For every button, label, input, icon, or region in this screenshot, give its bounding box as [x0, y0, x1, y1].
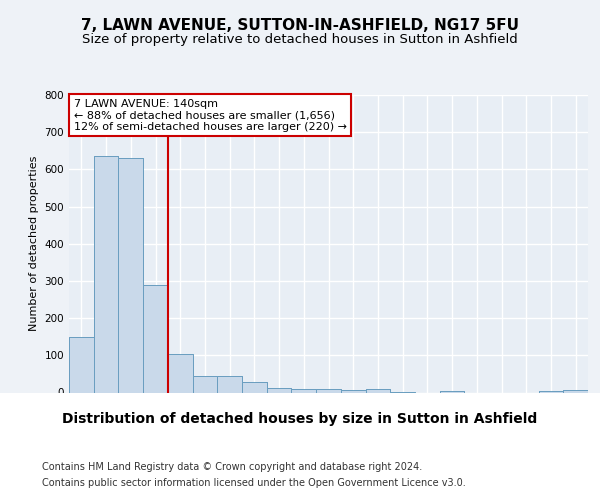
Bar — [94, 156, 118, 392]
Bar — [292, 389, 316, 392]
Text: Contains HM Land Registry data © Crown copyright and database right 2024.: Contains HM Land Registry data © Crown c… — [42, 462, 422, 472]
Text: 7 LAWN AVENUE: 140sqm
← 88% of detached houses are smaller (1,656)
12% of semi-d: 7 LAWN AVENUE: 140sqm ← 88% of detached … — [74, 98, 347, 132]
Bar — [365, 389, 390, 392]
Bar — [563, 390, 588, 392]
Bar — [118, 158, 143, 392]
Bar — [365, 389, 390, 392]
Bar — [242, 382, 267, 392]
Text: 7, LAWN AVENUE, SUTTON-IN-ASHFIELD, NG17 5FU: 7, LAWN AVENUE, SUTTON-IN-ASHFIELD, NG17… — [81, 18, 519, 32]
Bar — [193, 376, 217, 392]
Bar — [341, 390, 365, 392]
Bar — [267, 388, 292, 392]
Bar — [341, 390, 365, 392]
Bar — [563, 390, 588, 392]
Bar — [193, 376, 217, 392]
Bar — [143, 284, 168, 393]
Bar — [539, 390, 563, 392]
Y-axis label: Number of detached properties: Number of detached properties — [29, 156, 39, 332]
Text: Size of property relative to detached houses in Sutton in Ashfield: Size of property relative to detached ho… — [82, 32, 518, 46]
Bar — [168, 354, 193, 393]
Bar — [217, 376, 242, 392]
Bar — [94, 156, 118, 392]
Bar — [69, 336, 94, 392]
Bar — [539, 390, 563, 392]
Bar — [242, 382, 267, 392]
Bar — [440, 390, 464, 392]
Bar — [143, 284, 168, 393]
Bar — [69, 336, 94, 392]
Bar — [168, 354, 193, 393]
Bar — [267, 388, 292, 392]
Bar — [316, 389, 341, 392]
Bar — [217, 376, 242, 392]
Bar — [440, 390, 464, 392]
Text: Contains public sector information licensed under the Open Government Licence v3: Contains public sector information licen… — [42, 478, 466, 488]
Bar — [292, 389, 316, 392]
Bar — [118, 158, 143, 392]
Bar — [316, 389, 341, 392]
Text: Distribution of detached houses by size in Sutton in Ashfield: Distribution of detached houses by size … — [62, 412, 538, 426]
